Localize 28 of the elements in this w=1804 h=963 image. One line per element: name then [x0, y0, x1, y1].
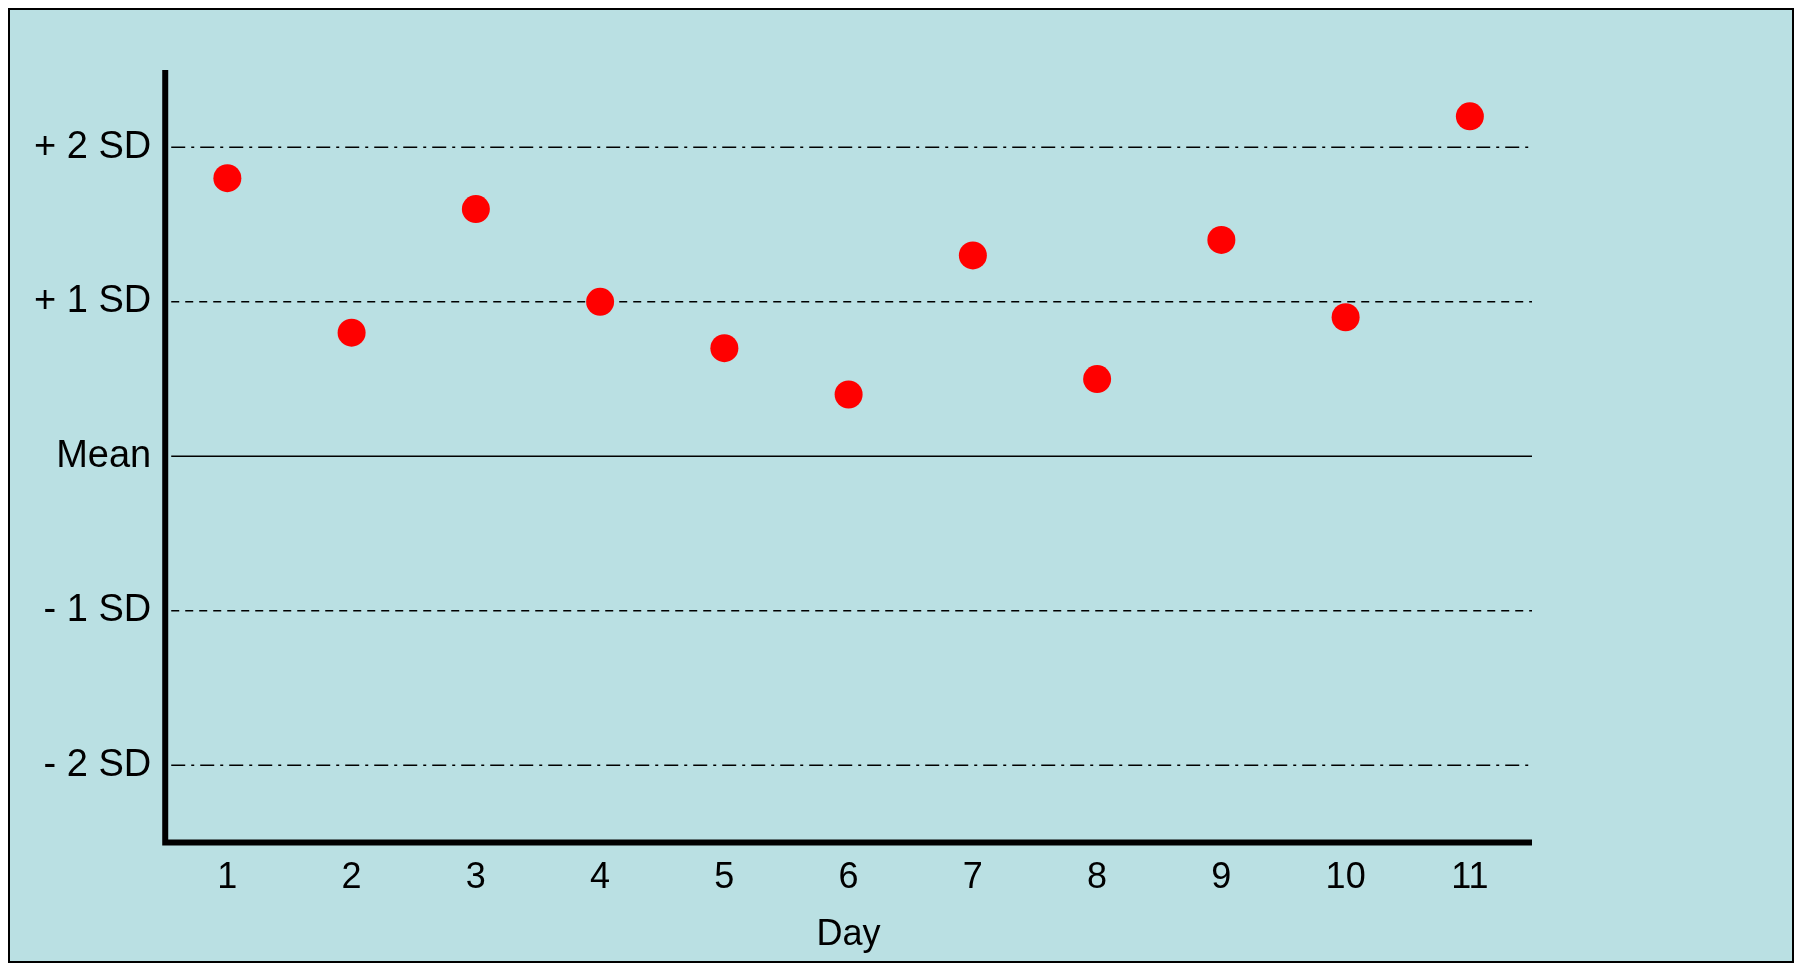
x-tick-label: 8 — [1087, 855, 1108, 897]
x-tick-label: 10 — [1325, 855, 1366, 897]
point — [586, 287, 615, 316]
x-tick-label: 4 — [590, 855, 611, 897]
y-tick-label: + 1 SD — [33, 278, 152, 321]
y-tick-label: - 1 SD — [43, 587, 152, 630]
x-tick-label: 9 — [1211, 855, 1232, 897]
point — [461, 195, 490, 224]
x-tick-label: 11 — [1451, 855, 1489, 897]
point — [1331, 303, 1360, 332]
y-tick-label: - 2 SD — [43, 741, 152, 784]
x-tick-label: 1 — [217, 855, 238, 897]
y-tick-label: Mean — [56, 432, 152, 475]
x-tick-label: 2 — [341, 855, 362, 897]
point — [834, 380, 863, 409]
point — [1455, 102, 1484, 131]
point — [958, 241, 987, 270]
point — [213, 164, 242, 193]
point — [1083, 365, 1112, 394]
x-tick-label: 6 — [838, 855, 859, 897]
point — [1207, 225, 1236, 254]
point — [710, 334, 739, 363]
x-tick-label: 7 — [962, 855, 983, 897]
point — [337, 318, 366, 347]
x-tick-label: 3 — [465, 855, 486, 897]
y-tick-label: + 2 SD — [33, 123, 152, 166]
x-tick-label: 5 — [714, 855, 735, 897]
x-axis-title: Day — [816, 912, 881, 954]
